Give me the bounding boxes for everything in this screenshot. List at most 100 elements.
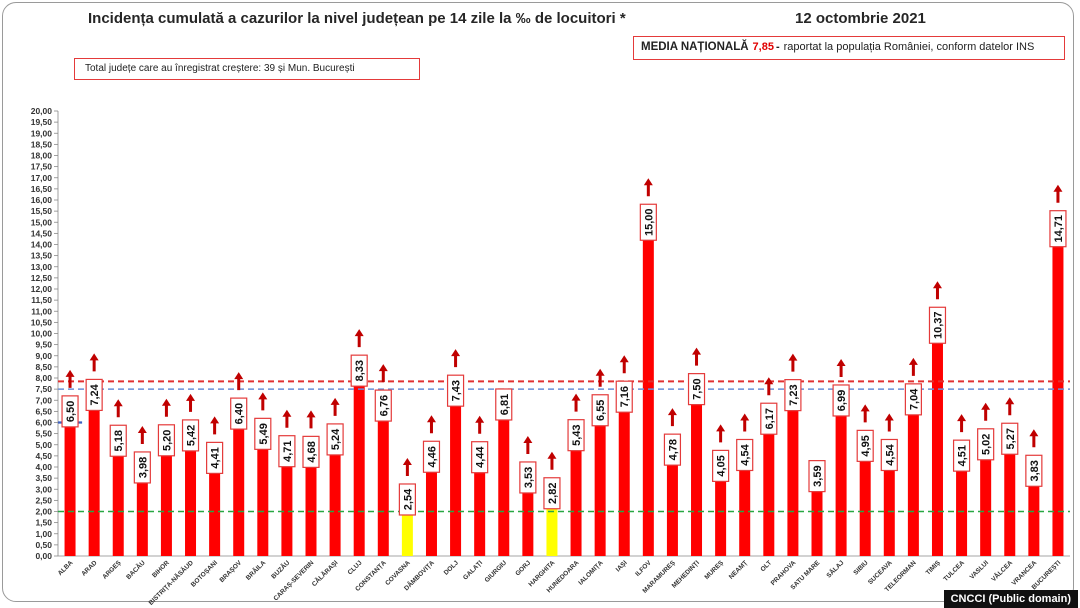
data-label: 5,42 [186,425,198,446]
bar [450,390,462,556]
data-label: 8,33 [354,360,366,381]
up-arrow-icon [475,415,485,434]
up-arrow-icon [354,329,364,348]
data-label-box [543,477,561,510]
y-tick-label: 8,00 [35,373,52,383]
up-arrow-icon [547,451,557,470]
y-tick-label: 18,00 [31,151,53,161]
data-label: 7,43 [451,380,463,401]
national-average-value: 7,85 [752,41,774,53]
data-label: 5,20 [161,430,173,451]
national-average-label: MEDIA NAȚIONALĂ [641,41,749,53]
up-arrow-icon [258,392,268,411]
y-tick-label: 6,00 [35,418,52,428]
data-label-box [1001,422,1019,455]
data-label-box [712,449,730,482]
x-tick-label: ARAD [80,559,98,577]
data-label: 4,54 [740,443,752,465]
up-arrow-icon [764,377,774,396]
y-tick-label: 17,00 [31,173,53,183]
x-tick-label: SĂLAJ [824,558,846,580]
data-label-box [181,419,200,452]
data-label: 3,59 [812,465,824,486]
up-arrow-icon [451,349,461,368]
bar [353,370,365,556]
y-tick-label: 15,50 [31,206,53,216]
up-arrow-icon [957,414,967,433]
bar [811,476,823,556]
y-tick-label: 16,50 [31,184,53,194]
data-label: 4,05 [716,455,728,476]
up-arrow-icon [788,353,798,372]
up-arrow-icon [932,281,942,300]
data-label-box [1025,454,1043,487]
national-average-box: MEDIA NAȚIONALĂ 7,85- raportat la populați… [633,36,1065,60]
up-arrow-icon [571,393,581,412]
bar [883,454,895,556]
data-label-box [398,483,416,516]
data-label-box [615,380,633,413]
data-label-box [952,439,971,472]
data-label: 14,71 [1053,215,1065,243]
up-arrow-icon [137,425,147,444]
data-label-box [254,417,272,450]
bar [931,325,943,556]
bar [763,418,775,556]
up-arrow-icon [1029,429,1039,448]
data-label-box [928,306,947,344]
x-tick-label: VASLUI [969,559,991,581]
data-label-box [230,397,248,430]
up-arrow-icon [426,415,436,434]
data-label-box [85,378,103,412]
y-tick-label: 0,50 [35,540,52,550]
up-arrow-icon [330,397,340,416]
data-label: 2,54 [402,488,414,510]
up-arrow-icon [113,399,123,418]
bar [666,449,678,556]
data-label: 6,50 [65,401,77,422]
data-label: 6,40 [234,403,246,424]
chart-title: Incidența cumulată a cazurilor la nivel … [88,10,626,27]
up-arrow-icon [89,353,99,372]
bar [329,439,341,556]
up-arrow-icon [378,364,388,383]
x-tick-label: VÂLCEA [989,558,1014,583]
x-tick-label: OLT [759,559,773,573]
up-arrow-icon [884,413,894,432]
data-label-box [519,461,537,494]
bar [185,435,197,556]
y-tick-label: 6,50 [35,406,52,416]
up-arrow-icon [1053,184,1063,203]
bar [980,444,992,556]
up-arrow-icon [402,457,412,476]
data-label: 3,53 [523,467,535,488]
data-label: 3,83 [1029,460,1041,481]
chart-frame [2,2,1074,602]
data-label: 7,24 [89,383,101,405]
data-label-box [663,433,682,466]
data-label: 5,02 [981,434,993,455]
x-tick-label: IALOMIȚA [577,559,604,586]
y-tick-label: 9,00 [35,351,52,361]
up-arrow-icon [1005,397,1015,416]
data-label-box [639,203,657,241]
data-label-box [567,419,585,452]
up-arrow-icon [643,178,653,197]
up-arrow-icon [667,408,677,427]
y-tick-label: 3,50 [35,473,52,483]
data-label-box [422,440,441,473]
national-average-note: raportat la populația României, conform … [783,41,1035,53]
x-tick-label: NEAMȚ [728,559,749,580]
up-arrow-icon [860,404,870,423]
y-tick-label: 13,00 [31,262,53,272]
bar [594,410,606,556]
data-label-box [687,373,706,406]
y-tick-label: 7,00 [35,395,52,405]
y-tick-label: 10,00 [31,329,53,339]
bar [425,456,437,556]
total-increase-box: Total județe care au înregistrat creșter… [74,58,420,80]
data-label: 5,49 [258,423,270,444]
x-tick-label: CĂLĂRAȘI [309,558,339,588]
up-arrow-icon [908,357,918,376]
data-label-box [880,438,898,472]
